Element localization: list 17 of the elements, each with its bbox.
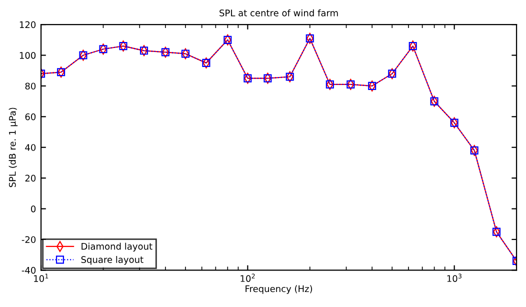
y-tick-label: 60 <box>25 113 36 120</box>
y-tick-label: 120 <box>20 21 36 28</box>
x-tick-label: 10$^{3}$ <box>447 274 462 282</box>
y-tick-label: -20 <box>22 236 36 244</box>
x-tick-label: 10$^{1}$ <box>34 274 48 282</box>
legend-label: Square layout <box>81 256 144 265</box>
y-tick-label: 0 <box>31 205 36 212</box>
y-tick-label: 40 <box>25 144 36 151</box>
y-axis-title: SPL (dB re. 1 μPa) <box>8 108 18 188</box>
y-tick-label: 20 <box>25 174 36 182</box>
legend-label: Diamond layout <box>82 242 152 252</box>
y-tick-label: -40 <box>22 266 36 274</box>
y-tick-label: 100 <box>20 52 36 59</box>
y-tick-label: 80 <box>25 82 36 90</box>
chart-title: SPL at centre of wind farm <box>220 9 338 16</box>
x-axis-title: Frequency (Hz) <box>246 285 312 294</box>
x-tick-label: 10$^{2}$ <box>240 274 255 282</box>
